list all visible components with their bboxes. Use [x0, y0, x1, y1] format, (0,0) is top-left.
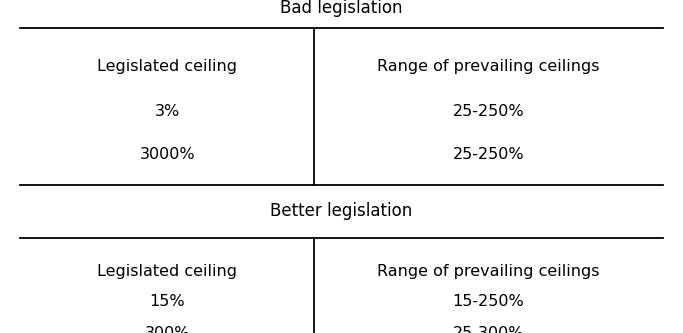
Text: 15-250%: 15-250%	[452, 294, 525, 309]
Text: Bad legislation: Bad legislation	[280, 0, 403, 17]
Text: 25-250%: 25-250%	[453, 147, 524, 163]
Text: 300%: 300%	[145, 325, 190, 333]
Text: 25-300%: 25-300%	[453, 325, 524, 333]
Text: 3000%: 3000%	[139, 147, 195, 163]
Text: 3%: 3%	[155, 104, 180, 119]
Text: Legislated ceiling: Legislated ceiling	[98, 264, 237, 279]
Text: Legislated ceiling: Legislated ceiling	[98, 59, 237, 74]
Text: Range of prevailing ceilings: Range of prevailing ceilings	[377, 264, 600, 279]
Text: Range of prevailing ceilings: Range of prevailing ceilings	[377, 59, 600, 74]
Text: 25-250%: 25-250%	[453, 104, 524, 119]
Text: Better legislation: Better legislation	[270, 202, 413, 220]
Text: 15%: 15%	[150, 294, 185, 309]
